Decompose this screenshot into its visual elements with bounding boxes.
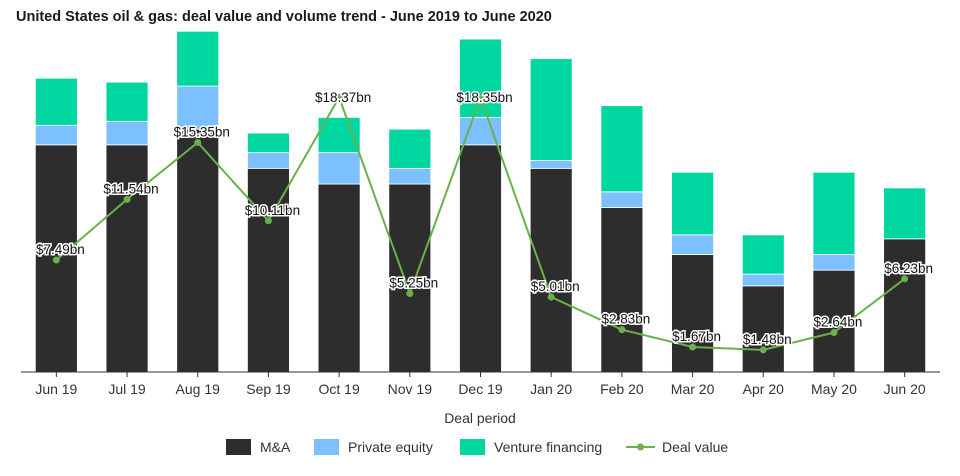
data-label: $1.67bn — [672, 329, 721, 344]
data-label: $2.64bn — [814, 315, 863, 330]
deal-value-point — [901, 275, 909, 283]
legend-label: Deal value — [662, 439, 728, 455]
x-tick-label: Dec 19 — [458, 381, 503, 397]
bar-segment-private-equity — [34, 124, 78, 146]
bar-segment-m-a — [671, 254, 714, 373]
x-tick-label: Jun 19 — [35, 381, 77, 397]
bar-segment-private-equity — [671, 234, 714, 255]
bar-segment-m-a — [317, 183, 361, 373]
deal-value-point — [618, 326, 626, 334]
deal-value-point — [335, 93, 343, 101]
bar-segment-private-equity — [105, 120, 149, 146]
deal-value-point — [52, 256, 60, 264]
x-tick-label: Jan 20 — [530, 381, 572, 397]
data-label: $18.37bn — [315, 90, 371, 105]
bar-segment-venture-financing — [247, 132, 290, 154]
chart-title: United States oil & gas: deal value and … — [16, 9, 552, 25]
bar-segment-venture-financing — [529, 58, 573, 161]
bar-segment-private-equity — [529, 160, 573, 169]
bar-segment-private-equity — [600, 191, 644, 208]
data-label: $5.01bn — [531, 279, 580, 294]
x-tick-label: Sep 19 — [246, 381, 291, 397]
legend-swatch — [460, 439, 485, 455]
bar-segment-m-a — [600, 207, 644, 373]
deal-value-line-layer — [52, 93, 909, 354]
x-tick-label: Nov 19 — [388, 381, 433, 397]
bar-segment-m-a — [247, 167, 290, 373]
deal-value-point — [194, 138, 202, 146]
data-label: $5.25bn — [389, 275, 438, 290]
legend-swatch — [314, 439, 339, 455]
bar-segment-private-equity — [388, 167, 432, 185]
bar-segment-m-a — [105, 144, 149, 373]
legend: M&A Private equity Venture financing Deal v… — [226, 439, 728, 455]
bar-segment-venture-financing — [671, 171, 714, 236]
bar-segment-m-a — [529, 167, 573, 373]
deal-value-point — [264, 217, 272, 225]
x-tick-label: Mar 20 — [671, 381, 715, 397]
deal-value-point — [123, 195, 131, 203]
x-tick-label: Jul 19 — [108, 381, 146, 397]
bar-segment-venture-financing — [812, 171, 856, 255]
data-labels-layer: $7.49bn $11.54bn $15.35bn $10.11bn $18.37bn $… — [34, 89, 934, 349]
legend-label: M&A — [260, 439, 291, 455]
legend-label: Private equity — [348, 439, 433, 455]
bars-layer — [34, 30, 927, 373]
data-label: $7.49bn — [36, 242, 85, 257]
data-label: $15.35bn — [174, 124, 230, 139]
x-tick-label: Oct 19 — [318, 381, 359, 397]
legend-label: Venture financing — [494, 439, 602, 455]
bar-segment-m-a — [883, 238, 927, 373]
data-label: $1.48bn — [743, 332, 792, 347]
x-tick-label: Feb 20 — [600, 381, 644, 397]
bar-segment-private-equity — [741, 273, 785, 287]
legend-swatch — [226, 439, 251, 455]
bar-segment-venture-financing — [388, 128, 432, 169]
x-axis-title: Deal period — [444, 410, 516, 426]
x-tick-label: Jun 20 — [884, 381, 926, 397]
bar-segment-private-equity — [247, 152, 290, 169]
bar-segment-venture-financing — [883, 187, 927, 240]
bar-segment-venture-financing — [105, 81, 149, 122]
deal-value-point — [759, 346, 767, 354]
bar-segment-m-a — [176, 128, 220, 373]
deal-value-point — [547, 293, 555, 301]
x-tick-label: Aug 19 — [176, 381, 221, 397]
data-label: $10.11bn — [245, 203, 300, 218]
deal-value-point — [406, 289, 414, 297]
data-label: $6.23bn — [884, 261, 933, 276]
bar-segment-private-equity — [812, 254, 856, 271]
bar-segment-m-a — [741, 285, 785, 373]
bar-segment-m-a — [388, 183, 432, 373]
deal-value-point — [477, 94, 484, 102]
bar-segment-venture-financing — [176, 30, 220, 87]
x-tick-label: Apr 20 — [743, 381, 784, 397]
bar-segment-private-equity — [176, 85, 220, 130]
data-label: $11.54bn — [103, 181, 158, 196]
bar-segment-venture-financing — [34, 77, 78, 126]
legend-line-marker — [637, 443, 644, 451]
bar-segment-m-a — [459, 144, 502, 373]
bar-segment-private-equity — [459, 117, 502, 146]
bar-segment-venture-financing — [459, 38, 502, 118]
deal-value-point — [689, 343, 697, 351]
bar-segment-private-equity — [317, 152, 361, 185]
x-axis-ticks: Jun 19 Jul 19 Aug 19 Sep 19 Oct 19 Nov 19 Dec … — [35, 372, 926, 397]
x-tick-label: May 20 — [811, 381, 857, 397]
bar-segment-venture-financing — [600, 105, 644, 193]
data-label: $2.83bn — [601, 312, 650, 327]
deal-value-point — [830, 329, 838, 337]
bar-segment-venture-financing — [741, 234, 785, 275]
data-label: $18.35bn — [456, 90, 512, 105]
